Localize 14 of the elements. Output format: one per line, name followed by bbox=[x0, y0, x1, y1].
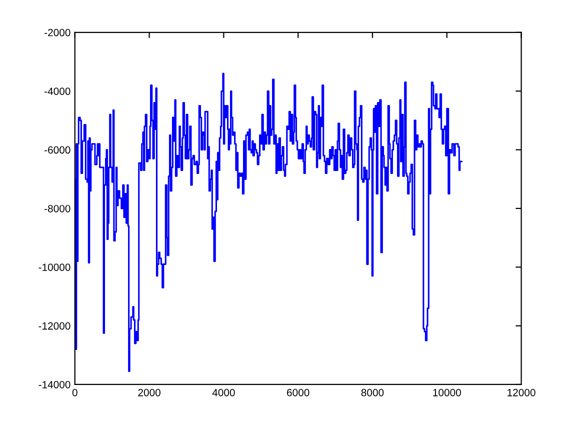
x-tick-label: 10000 bbox=[433, 388, 461, 396]
y-tick-label: -4000 bbox=[44, 88, 70, 95]
x-tick-label: 12000 bbox=[508, 388, 536, 396]
y-tick-label: -8000 bbox=[44, 204, 70, 212]
y-tick-label: -6000 bbox=[44, 146, 70, 154]
x-tick-label: 8000 bbox=[361, 388, 384, 396]
y-tick-label: -2000 bbox=[44, 28, 70, 36]
x-tick-label: 4000 bbox=[212, 388, 235, 396]
x-tick-label: 6000 bbox=[287, 388, 310, 396]
x-tick-label: 0 bbox=[72, 388, 78, 396]
y-tick-label: -10000 bbox=[38, 264, 70, 271]
x-tick-label: 2000 bbox=[138, 388, 160, 396]
y-tick-label: -14000 bbox=[38, 380, 70, 388]
y-tick-label: -12000 bbox=[38, 322, 70, 330]
